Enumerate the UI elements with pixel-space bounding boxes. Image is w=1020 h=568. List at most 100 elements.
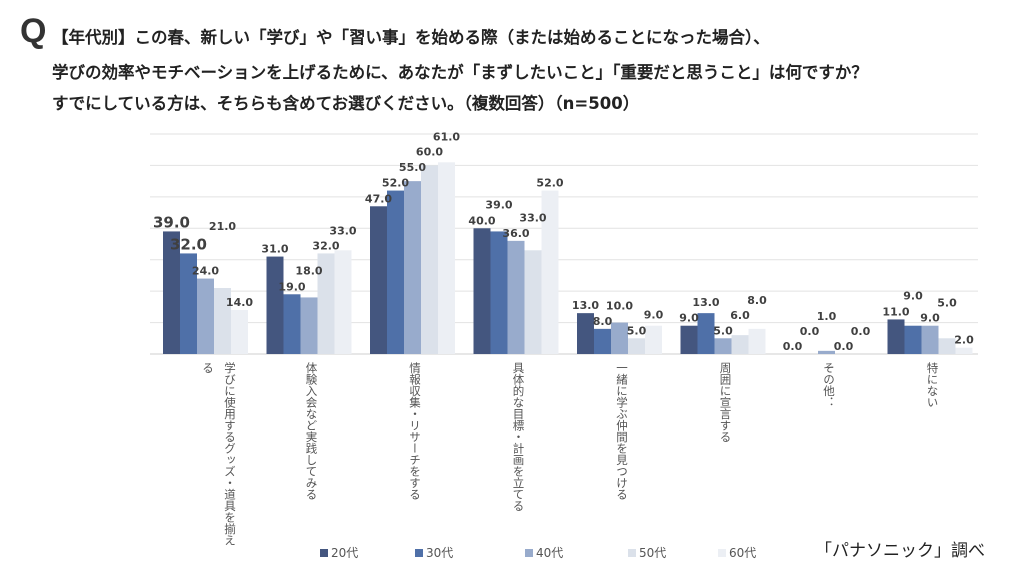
data-label: 40.0 [468,214,495,227]
data-label: 0.0 [834,340,854,353]
data-label: 19.0 [278,280,305,293]
bar [887,319,905,354]
bar [524,250,542,354]
source-note: 「パナソニック」調べ [815,541,985,561]
category-label: その他： [822,362,836,408]
data-label: 5.0 [713,324,733,337]
bar [955,347,973,354]
data-label: 18.0 [295,264,322,277]
bar [594,328,611,354]
data-label: 0.0 [851,325,871,338]
data-label: 36.0 [502,227,529,240]
data-label: 9.0 [679,312,699,325]
legend-swatch [415,548,423,557]
data-label: 0.0 [800,325,820,338]
q-mark: Q [20,12,47,50]
data-label: 61.0 [433,130,460,143]
legend-swatch [628,548,636,557]
legend-label: 30代 [426,546,454,560]
data-label: 14.0 [226,296,253,309]
data-label: 52.0 [382,177,409,190]
data-label: 31.0 [261,243,288,256]
bar [611,322,628,354]
data-label: 8.0 [593,315,613,328]
data-label: 8.0 [747,294,767,307]
bar [214,288,231,354]
bar [921,325,939,354]
bar [904,325,922,354]
legend-item: 40代 [525,544,563,561]
bar [577,313,594,354]
bar [473,228,491,354]
legend-swatch [718,548,726,557]
bar [541,190,559,354]
bar [697,313,715,354]
legend-item: 20代 [320,544,358,561]
data-label: 6.0 [730,309,750,322]
data-label: 33.0 [519,211,546,224]
legend-label: 20代 [331,546,359,560]
data-label: 52.0 [536,177,563,190]
bar [387,190,404,354]
category-label: 一緒に学ぶ仲間を見つける [615,362,629,500]
data-label: 11.0 [882,305,909,318]
data-label: 39.0 [153,213,190,231]
data-label: 60.0 [416,145,443,158]
bar [404,181,421,354]
bar [680,325,698,354]
bar [421,165,438,354]
data-label: 9.0 [920,312,940,325]
data-label: 39.0 [485,198,512,211]
data-label: 9.0 [644,309,664,322]
bar [266,256,284,354]
category-label: 特にない [925,362,940,408]
bar [645,325,662,354]
bar [370,206,387,354]
data-label: 21.0 [209,220,236,233]
bar [731,335,749,354]
data-label: 9.0 [903,290,923,303]
legend-label: 60代 [729,546,757,560]
bar [490,231,508,354]
category-label: 情報収集・リサーチをする [408,362,422,500]
legend-swatch [525,548,533,557]
data-label: 32.0 [170,235,207,253]
bar [180,253,197,354]
bar [748,328,766,354]
data-label: 0.0 [783,340,803,353]
question-line-1: 【年代別】この春、新しい「学び」や「習い事」を始める際（または始めることになった… [52,28,770,47]
data-label: 13.0 [572,299,599,312]
data-label: 24.0 [192,265,219,278]
category-label: 周囲に宣言する [718,362,733,443]
legend-label: 50代 [639,546,667,560]
bar [507,240,525,354]
data-label: 55.0 [399,161,426,174]
legend-swatch [320,548,328,557]
bar [300,297,318,354]
data-label: 10.0 [606,300,633,313]
category-label: 具体的な目標・計画を立てる [511,362,526,512]
bar [197,278,214,354]
data-label: 33.0 [329,224,356,237]
bar [714,338,732,354]
question-line-2: 学びの効率やモチベーションを上げるために、あなたが「まずしたいこと」「重要だと思… [52,63,868,82]
bar [938,338,956,354]
bar [818,350,835,354]
data-label: 2.0 [954,334,974,347]
legend-item: 60代 [718,544,756,561]
legend-label: 40代 [536,546,564,560]
legend-item: 30代 [415,544,453,561]
question-line-3: すでにしている方は、そちらも含めてお選びください。（複数回答）（n=500） [52,94,640,113]
category-label: 学びに使用するグッズ・道具を揃える [201,362,237,546]
bar [163,231,180,354]
data-label: 13.0 [692,296,719,309]
bar [283,294,301,354]
bar [438,162,455,354]
category-label: 体験入会など実践してみる [304,362,319,500]
bar [334,250,352,354]
data-label: 32.0 [312,239,339,252]
bar [231,310,248,354]
bar [628,338,645,354]
